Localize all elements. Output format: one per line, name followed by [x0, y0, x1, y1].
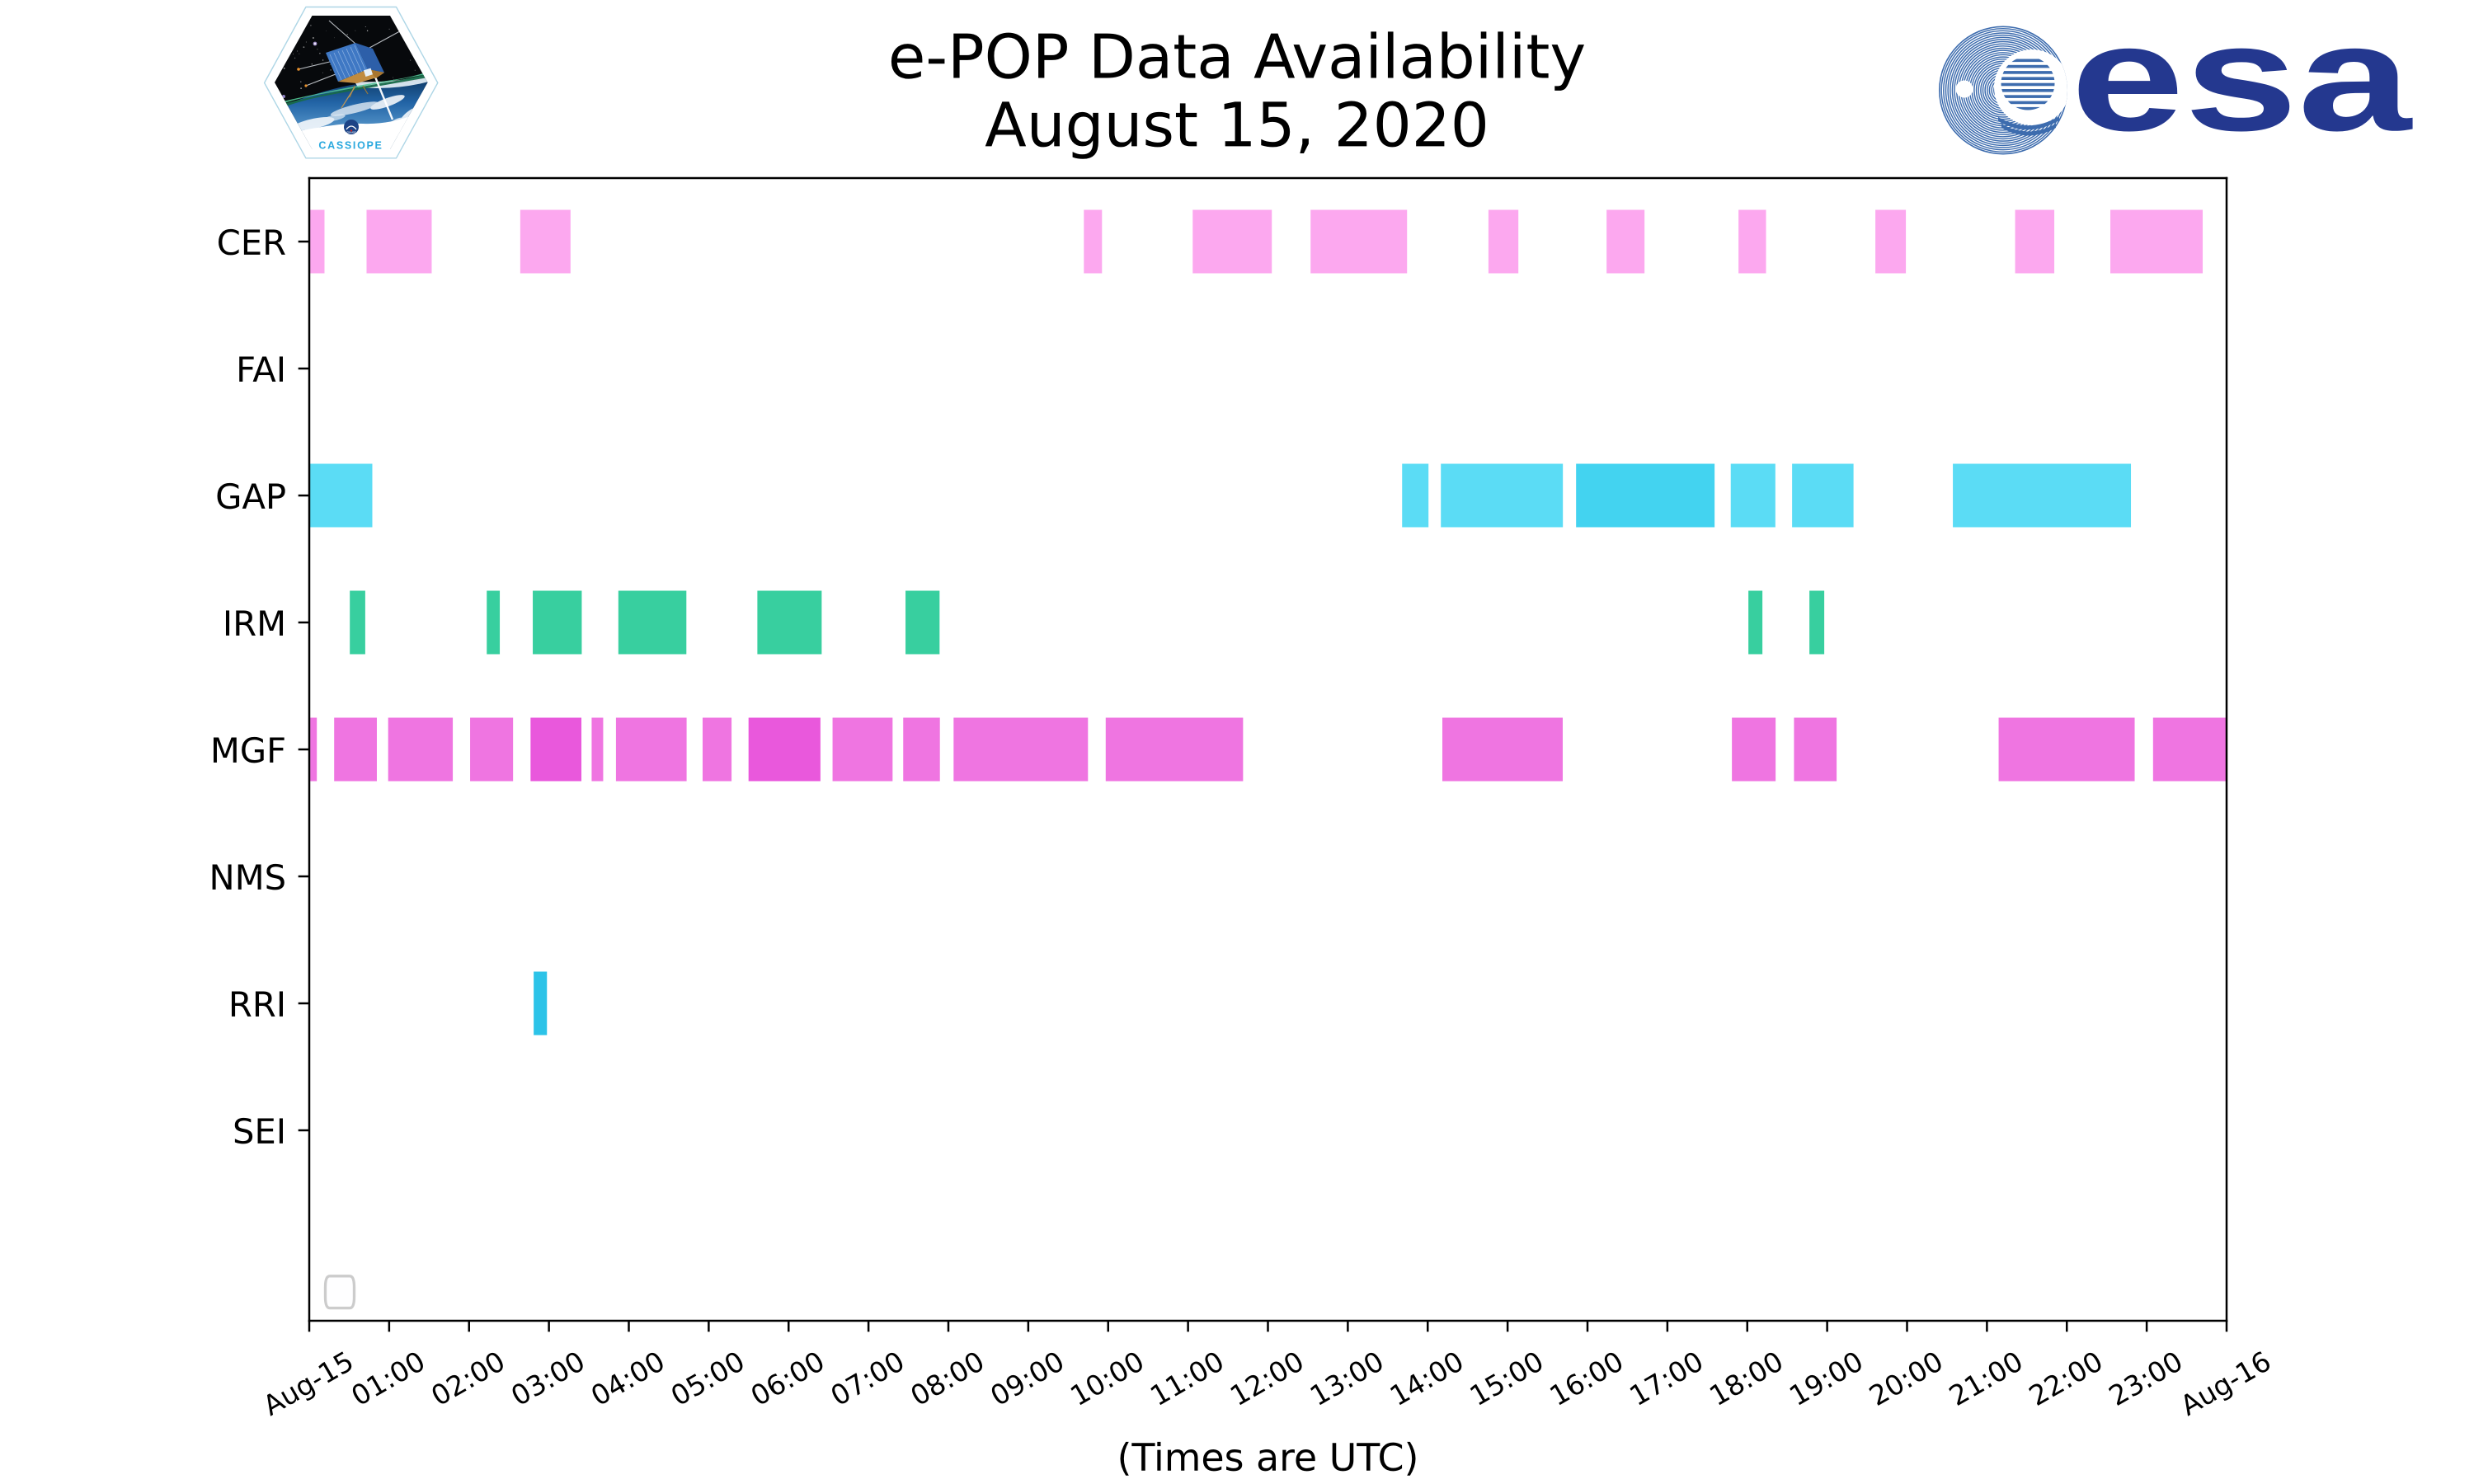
svg-text:CASSIOPE: CASSIOPE	[318, 140, 383, 152]
svg-text:CSA ASC: CSA ASC	[346, 131, 356, 134]
svg-text:esa: esa	[2071, 0, 2413, 162]
